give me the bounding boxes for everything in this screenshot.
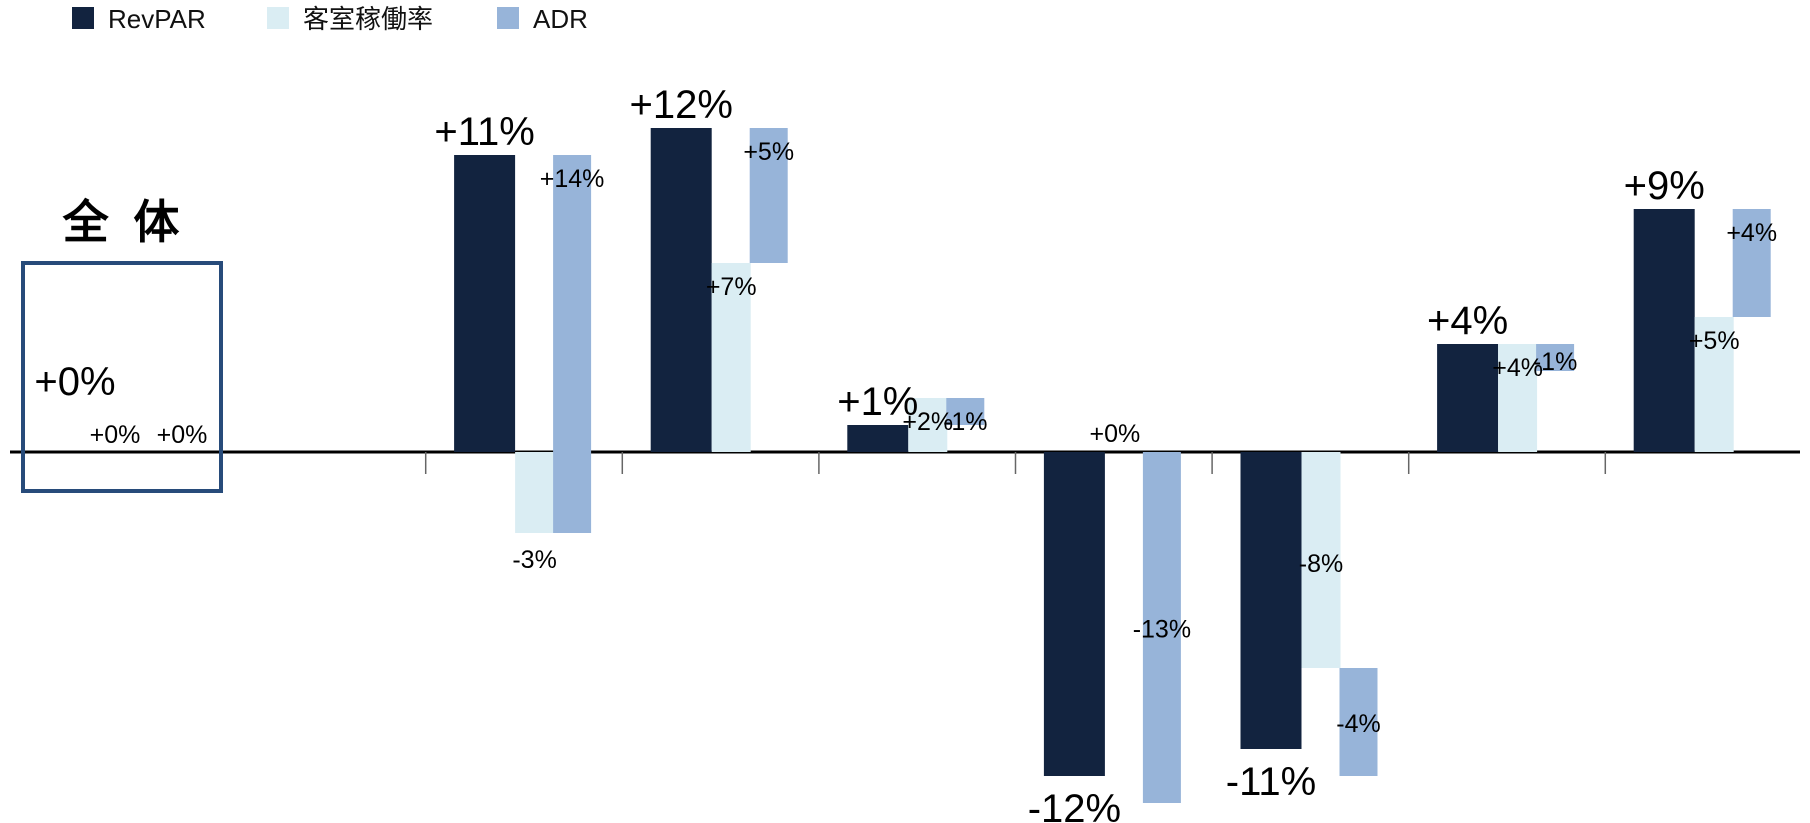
legend-label-0: RevPAR xyxy=(108,4,206,34)
occupancy-bar-5 xyxy=(1301,452,1341,668)
occupancy-label-4: +0% xyxy=(1090,420,1141,448)
adr-bar-4 xyxy=(1142,452,1181,803)
occupancy-label-0: +0% xyxy=(90,421,141,449)
revpar-bar-1 xyxy=(454,155,516,452)
occupancy-bar-3 xyxy=(908,398,948,452)
revpar-label-0: +0% xyxy=(34,360,115,404)
revpar-bar-6 xyxy=(1437,344,1499,452)
occupancy-label-1: -3% xyxy=(512,546,556,574)
adr-label-5: -4% xyxy=(1336,710,1380,738)
adr-label-6: -1% xyxy=(1533,348,1577,376)
legend-swatch-2 xyxy=(497,7,519,29)
revpar-label-5: -11% xyxy=(1226,760,1316,804)
revpar-bar-5 xyxy=(1240,452,1302,749)
adr-label-3: -1% xyxy=(943,408,987,436)
occupancy-label-5: -8% xyxy=(1299,550,1343,578)
occupancy-bar-6 xyxy=(1498,344,1538,452)
occupancy-bar-1 xyxy=(515,452,555,533)
occupancy-bar-2 xyxy=(711,263,751,452)
adr-label-1: +14% xyxy=(540,165,605,193)
revpar-label-2: +12% xyxy=(629,83,732,127)
legend-label-1: 客室稼働率 xyxy=(303,4,433,34)
occupancy-bar-7 xyxy=(1694,317,1734,452)
revpar-bar-7 xyxy=(1633,209,1695,452)
revpar-label-7: +9% xyxy=(1624,164,1705,208)
revpar-bar-3 xyxy=(847,425,909,452)
adr-bar-5 xyxy=(1339,668,1378,776)
occupancy-label-3: +2% xyxy=(902,408,953,436)
occupancy-label-6: +4% xyxy=(1492,354,1543,382)
highlight-frame xyxy=(21,261,223,493)
adr-bar-7 xyxy=(1732,209,1771,317)
revpar-label-4: -12% xyxy=(1028,787,1121,823)
adr-bar-2 xyxy=(749,128,788,263)
legend-swatch-0 xyxy=(72,7,94,29)
revpar-label-3: +1% xyxy=(837,380,918,424)
revpar-label-1: +11% xyxy=(434,110,534,154)
legend-label-2: ADR xyxy=(533,4,588,34)
revpar-bar-2 xyxy=(650,128,712,452)
highlight-title: 全 体 xyxy=(62,196,186,248)
legend-swatch-1 xyxy=(267,7,289,29)
adr-label-2: +5% xyxy=(743,138,794,166)
occupancy-label-2: +7% xyxy=(706,273,757,301)
adr-bar-1 xyxy=(553,155,592,533)
adr-bar-6 xyxy=(1536,344,1575,371)
occupancy-label-7: +5% xyxy=(1689,327,1740,355)
adr-bar-3 xyxy=(946,398,985,425)
adr-label-0: +0% xyxy=(157,421,208,449)
adr-label-4: -13% xyxy=(1133,616,1191,644)
revpar-label-6: +4% xyxy=(1427,299,1508,343)
revpar-bar-4 xyxy=(1043,452,1105,776)
adr-label-7: +4% xyxy=(1726,219,1777,247)
